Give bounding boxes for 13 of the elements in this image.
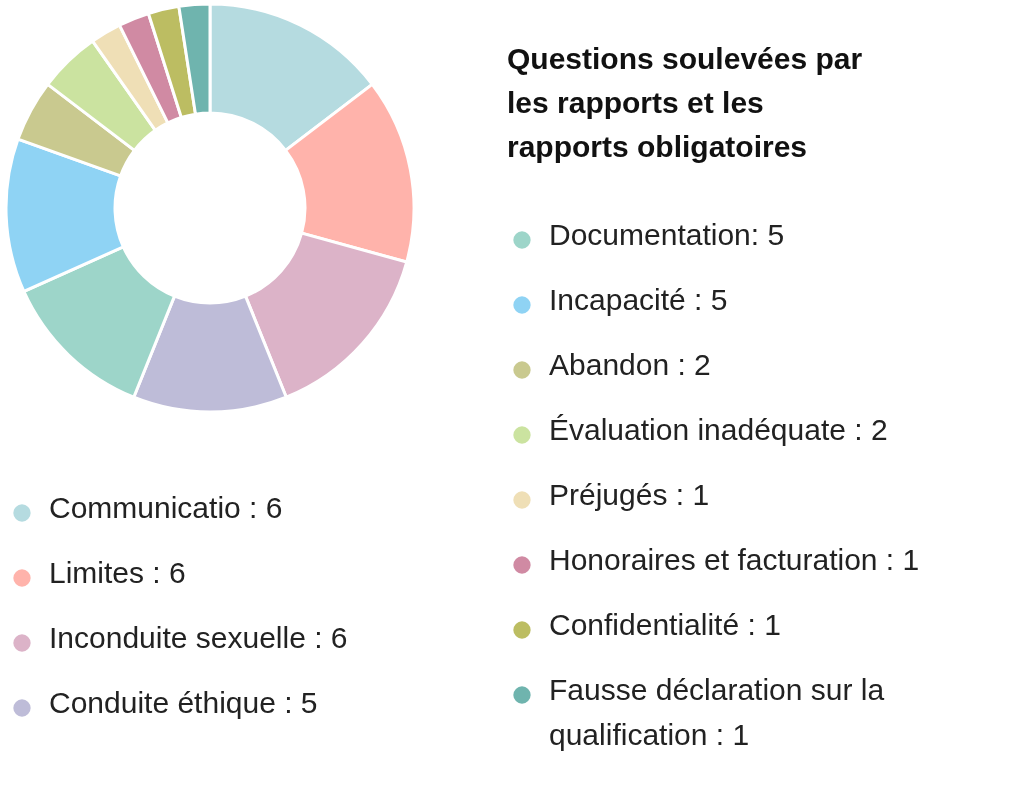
legend-label: Inconduite sexuelle : 6 (49, 621, 348, 654)
text: Questions soulevées par les rapports et les rapports obligatoires (507, 42, 863, 163)
legend-label: Confidentialité : 1 (549, 608, 781, 641)
legend-label: Limites : 6 (49, 556, 186, 589)
legend-label: Fausse déclaration sur la qualification : 1 (549, 673, 885, 751)
legend-label: Conduite éthique : 5 (49, 686, 318, 719)
legend-label: Communicatio : 6 (49, 491, 283, 524)
legend-label: Évaluation inadéquate : 2 (549, 413, 888, 446)
legend-label: Préjugés : 1 (549, 478, 710, 511)
legend-label: Documentation: 5 (549, 218, 785, 251)
legend-label: Honoraires et facturation : 1 (549, 543, 920, 576)
legend-label: Abandon : 2 (549, 348, 711, 381)
legend-label: Incapacité : 5 (549, 283, 728, 316)
